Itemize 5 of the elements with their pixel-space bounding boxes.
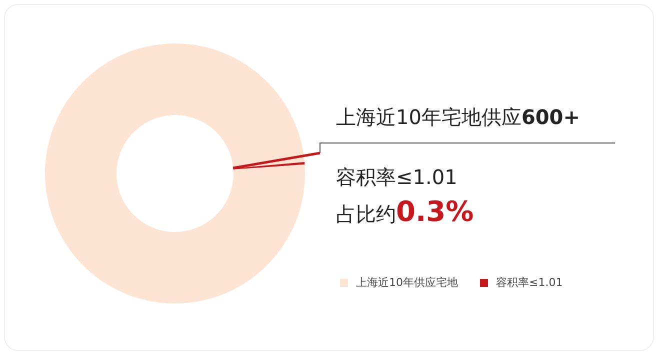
legend-label: 容积率≤1.01 — [495, 275, 563, 290]
text: 容积率≤1.01 — [336, 165, 458, 189]
text: 上海近10年宅地供应600+ — [336, 105, 580, 129]
text: 占比约0.3% — [336, 195, 474, 228]
legend-label: 上海近10年供应宅地 — [355, 275, 458, 290]
